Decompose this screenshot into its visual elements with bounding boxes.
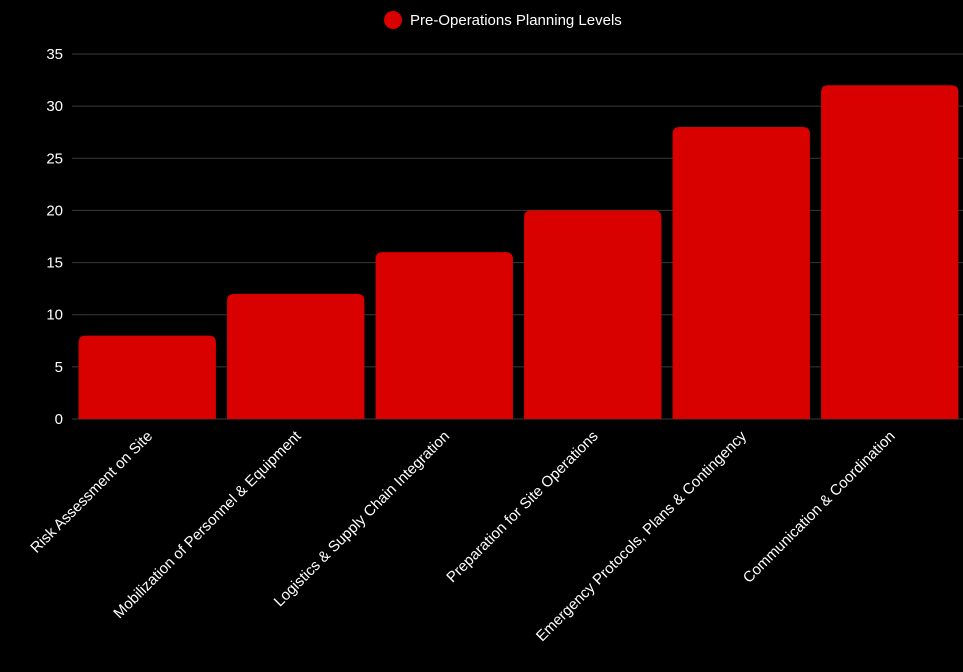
y-tick-label: 20 xyxy=(46,202,63,219)
bar[interactable] xyxy=(227,293,365,419)
y-tick-label: 15 xyxy=(46,255,63,272)
x-tick-label: Logistics & Supply Chain Integration xyxy=(271,428,453,610)
x-tick-label: Communication & Coordination xyxy=(740,428,899,587)
y-axis-ticks: 0 5 10 15 20 25 30 35 xyxy=(46,46,63,428)
legend-label[interactable]: Pre-Operations Planning Levels xyxy=(410,12,622,29)
x-tick-label: Preparation for Site Operations xyxy=(443,428,601,586)
bar[interactable] xyxy=(821,85,959,420)
y-tick-label: 10 xyxy=(46,307,63,324)
bars xyxy=(78,85,959,420)
legend[interactable]: Pre-Operations Planning Levels xyxy=(384,11,622,29)
bar[interactable] xyxy=(78,335,216,419)
bar[interactable] xyxy=(375,252,513,419)
y-tick-label: 25 xyxy=(46,150,63,167)
y-tick-label: 5 xyxy=(55,359,63,376)
bar[interactable] xyxy=(524,210,662,419)
legend-swatch[interactable] xyxy=(384,11,402,29)
gridlines xyxy=(72,53,963,420)
y-tick-label: 30 xyxy=(46,98,63,115)
bar[interactable] xyxy=(672,127,810,419)
y-tick-label: 35 xyxy=(46,46,63,63)
x-tick-label: Risk Assessment on Site xyxy=(27,428,156,557)
y-tick-label: 0 xyxy=(55,411,63,428)
